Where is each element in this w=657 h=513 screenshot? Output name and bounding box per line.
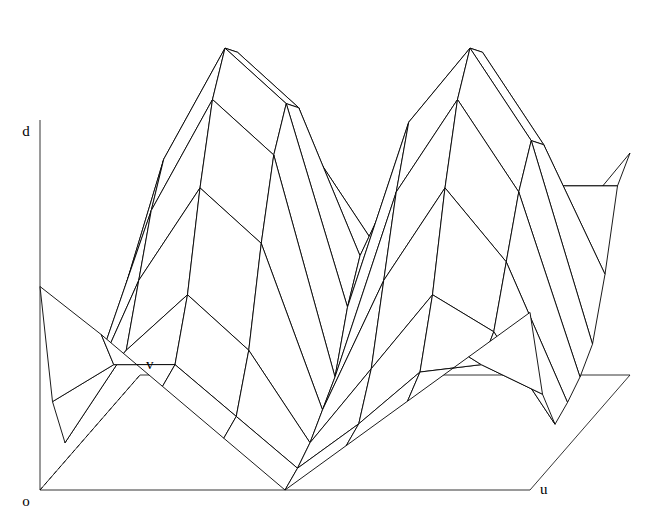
surface-cell [40,287,114,402]
d-axis [40,120,41,490]
surface-cell [469,312,543,394]
surface-cell [101,335,175,387]
origin-label: o [22,493,30,509]
surface [40,48,630,490]
surface-cell [224,416,298,490]
v-label: v [146,356,154,372]
chart: o u d v [0,0,657,513]
surface-cell [163,365,237,439]
surface-cell [408,357,482,401]
surface-cell [346,372,420,446]
d-label: d [22,123,30,139]
v-axis [40,375,140,490]
surface-cell [285,424,359,490]
u-label: u [540,481,548,497]
